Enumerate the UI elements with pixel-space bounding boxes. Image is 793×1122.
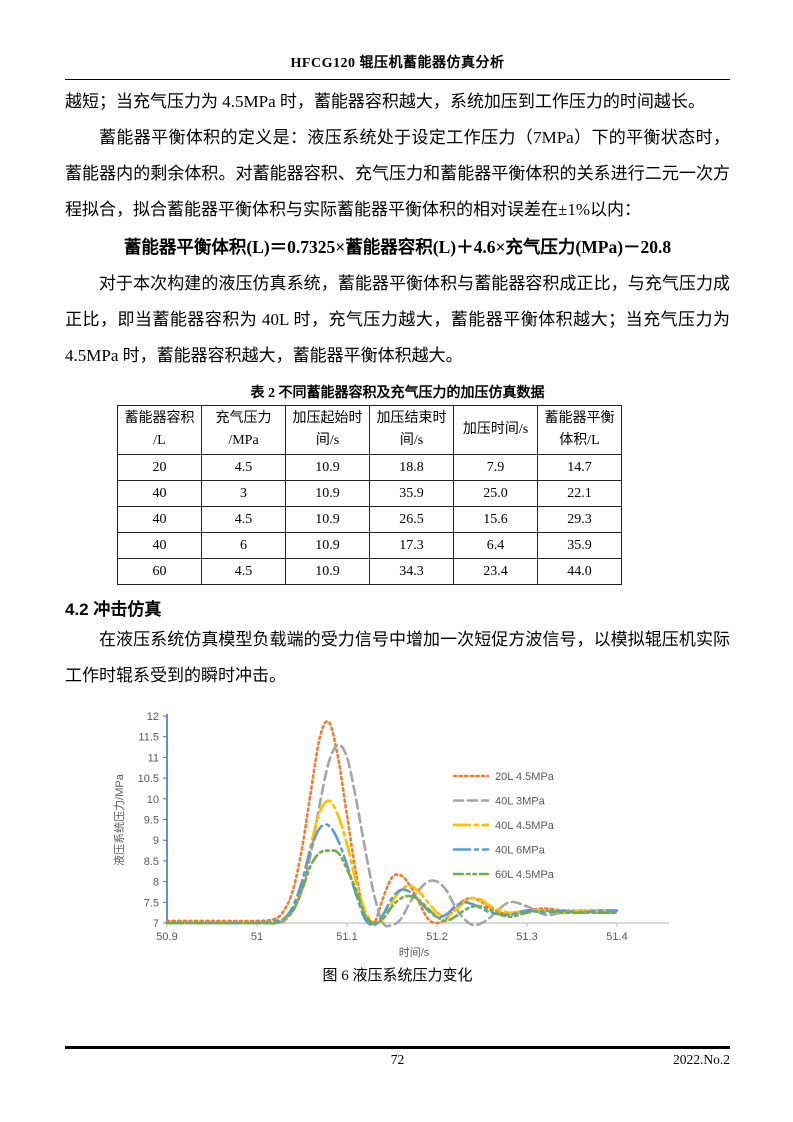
table-cell: 22.1: [537, 480, 622, 507]
y-tick-label: 9: [153, 835, 159, 847]
issue-label: 2022.No.2: [673, 1052, 730, 1067]
y-tick-label: 12: [147, 711, 159, 723]
table-col-header-3: 加压结束时 间/s: [369, 405, 454, 455]
pressure-chart: 7 7.5 8 8.5 9 9.5 10 10.5 11 11.5 12 50.9 51 51.1 51.2…: [109, 700, 694, 962]
x-tick-label: 51.3: [516, 931, 537, 943]
pressure-chart-svg: 7 7.5 8 8.5 9 9.5 10 10.5 11 11.5 12 50.9 51 51.1 51.2…: [112, 711, 669, 959]
y-tick-label: 7.5: [144, 897, 159, 909]
table-cell: 15.6: [453, 506, 538, 533]
table-2-caption: 表 2 不同蓄能器容积及充气压力的加压仿真数据: [250, 386, 545, 401]
header-rule: [65, 79, 730, 80]
x-tick-label: 51: [251, 931, 263, 943]
table-cell: 3: [201, 480, 286, 507]
x-tick-label: 50.9: [156, 931, 177, 943]
table-cell: 44.0: [537, 558, 622, 585]
legend-label-3: 40L 6MPa: [495, 845, 546, 857]
table-body: 20 4.5 10.9 18.8 7.9 14.7 40 3 10.9 35.9 25.0 22.1 4…: [117, 454, 622, 585]
legend-label-4: 60L 4.5MPa: [495, 869, 555, 881]
table-cell: 29.3: [537, 506, 622, 533]
page-footer: 72 2022.No.2: [65, 1046, 730, 1070]
legend-label-1: 40L 3MPa: [495, 796, 546, 808]
table-cell: 18.8: [369, 454, 454, 481]
table-cell: 10.9: [285, 558, 370, 585]
table-cell: 34.3: [369, 558, 454, 585]
paragraph-4: 在液压系统仿真模型负载端的受力信号中增加一次短促方波信号，以模拟辊压机实际工作时…: [65, 630, 730, 685]
table-cell: 4.5: [201, 454, 286, 481]
y-tick-label: 8.5: [144, 856, 159, 868]
x-tick-label: 51.2: [426, 931, 447, 943]
table-cell: 17.3: [369, 532, 454, 559]
pressurization-data-table: 蓄能器容积 /L 充气压力 /MPa 加压起始时 间/s 加压结束时 间/s 加压时间/…: [117, 405, 622, 585]
page-number: 72: [390, 1052, 405, 1067]
legend-label-2: 40L 4.5MPa: [495, 820, 555, 832]
table-col-header-2: 加压起始时 间/s: [285, 405, 370, 455]
table-col-header-5: 蓄能器平衡 体积/L: [537, 405, 622, 455]
paragraph-2: 蓄能器平衡体积的定义是：液压系统处于设定工作压力（7MPa）下的平衡状态时，蓄能…: [65, 128, 730, 219]
equilibrium-volume-formula: 蓄能器平衡体积(L)＝0.7325×蓄能器容积(L)＋4.6×充气压力(MPa)…: [123, 237, 672, 257]
table-cell: 40: [117, 480, 202, 507]
paragraph-3: 对于本次构建的液压仿真系统，蓄能器平衡体积与蓄能器容积成正比，与充气压力成正比，…: [65, 274, 730, 365]
table-cell: 4.5: [201, 558, 286, 585]
series-line-4: [165, 849, 619, 925]
table-row: 60 4.5 10.9 34.3 23.4 44.0: [117, 558, 622, 585]
table-col-header-1: 充气压力 /MPa: [201, 405, 286, 455]
table-cell: 35.9: [369, 480, 454, 507]
table-cell: 6: [201, 532, 286, 559]
table-cell: 20: [117, 454, 202, 481]
footer-rule: [65, 1046, 730, 1049]
running-head-title: HFCG120 辊压机蓄能器仿真分析: [290, 56, 505, 71]
y-tick-label: 11: [148, 752, 159, 764]
paragraph-1: 越短；当充气压力为 4.5MPa 时，蓄能器容积越大，系统加压到工作压力的时间越…: [65, 92, 705, 111]
table-cell: 35.9: [537, 532, 622, 559]
series-line-3: [165, 823, 619, 927]
y-tick-label: 9.5: [144, 815, 159, 827]
table-col-header-4: 加压时间/s: [453, 405, 538, 455]
table-row: 40 4.5 10.9 26.5 15.6 29.3: [117, 506, 622, 533]
table-row: 40 6 10.9 17.3 6.4 35.9: [117, 532, 622, 559]
table-cell: 10.9: [285, 454, 370, 481]
table-cell: 40: [117, 506, 202, 533]
page-content: HFCG120 辊压机蓄能器仿真分析 越短；当充气压力为 4.5MPa 时，蓄能…: [65, 52, 730, 985]
x-axis-title: 时间/s: [399, 946, 430, 959]
table-row: 40 3 10.9 35.9 25.0 22.1: [117, 480, 622, 507]
x-tick-label: 51.1: [336, 931, 357, 943]
table-cell: 10.9: [285, 532, 370, 559]
table-cell: 23.4: [453, 558, 538, 585]
y-tick-label: 7: [153, 918, 159, 930]
y-tick-label: 10: [147, 794, 159, 806]
figure-6-caption: 图 6 液压系统压力变化: [322, 968, 473, 984]
table-cell: 10.9: [285, 506, 370, 533]
y-tick-label: 11.5: [138, 732, 159, 744]
table-cell: 25.0: [453, 480, 538, 507]
table-cell: 26.5: [369, 506, 454, 533]
table-cell: 10.9: [285, 480, 370, 507]
table-col-header-0: 蓄能器容积 /L: [117, 405, 202, 455]
table-cell: 60: [117, 558, 202, 585]
section-heading-4-2: 4.2 冲击仿真: [65, 600, 162, 619]
y-axis-title: 液压系统压力/MPa: [112, 773, 126, 866]
table-cell: 4.5: [201, 506, 286, 533]
legend-label-0: 20L 4.5MPa: [495, 771, 555, 783]
table-cell: 14.7: [537, 454, 622, 481]
y-tick-label: 10.5: [138, 773, 159, 785]
table-cell: 7.9: [453, 454, 538, 481]
table-cell: 6.4: [453, 532, 538, 559]
table-row: 20 4.5 10.9 18.8 7.9 14.7: [117, 454, 622, 481]
x-tick-label: 51.4: [606, 931, 627, 943]
table-header-row: 蓄能器容积 /L 充气压力 /MPa 加压起始时 间/s 加压结束时 间/s 加压时间/…: [117, 405, 622, 455]
y-tick-label: 8: [153, 877, 159, 889]
table-cell: 40: [117, 532, 202, 559]
